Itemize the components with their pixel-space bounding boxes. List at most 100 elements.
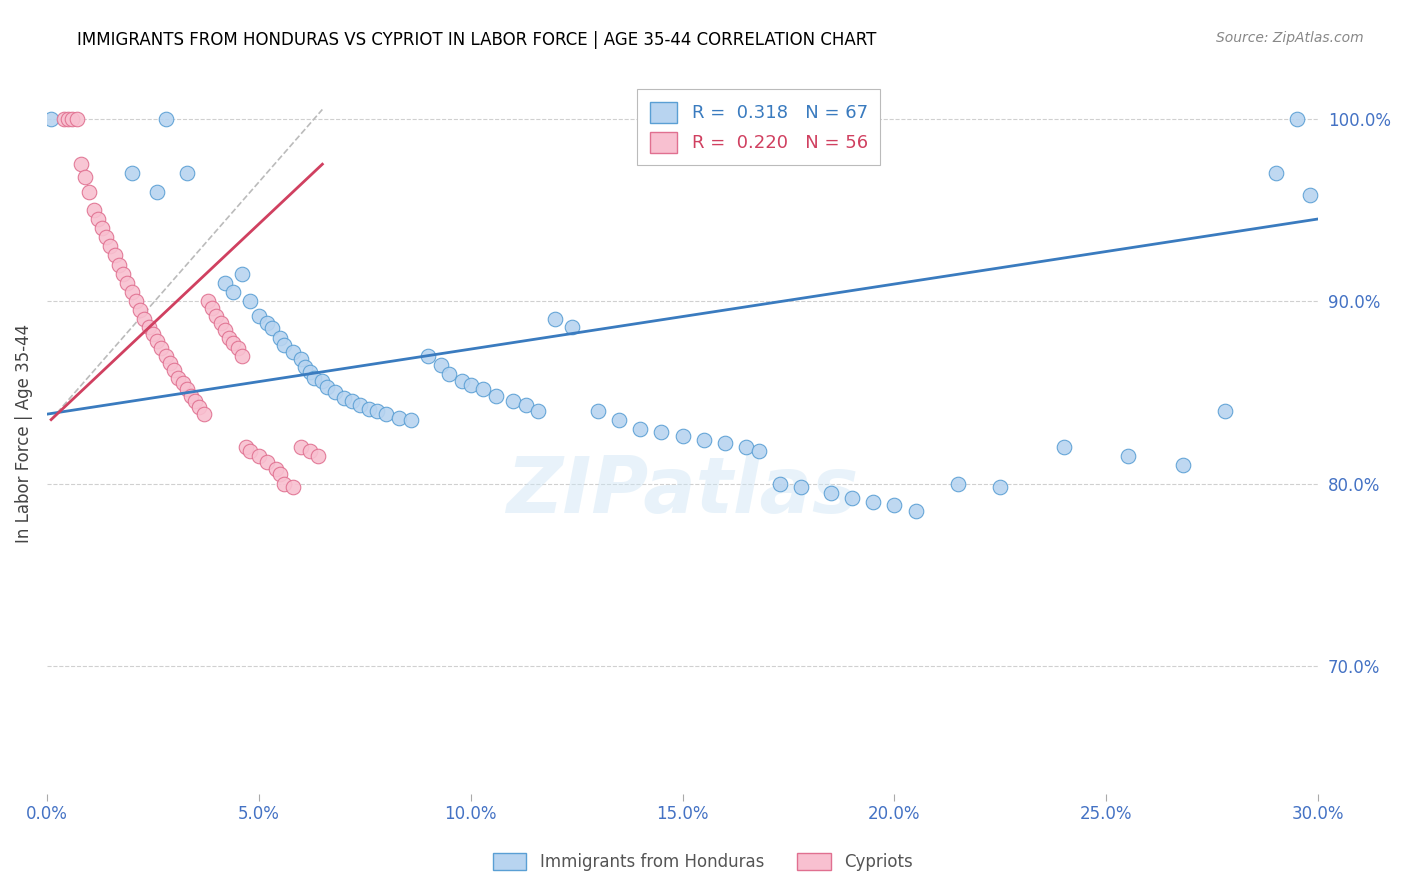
Point: [239, 293, 262, 308]
Point: [146, 334, 169, 348]
Point: [172, 376, 194, 391]
Text: Source: ZipAtlas.com: Source: ZipAtlas.com: [1216, 31, 1364, 45]
Point: [311, 374, 333, 388]
Point: [184, 394, 207, 409]
Point: [273, 476, 295, 491]
Point: [155, 112, 177, 126]
Point: [628, 422, 651, 436]
Point: [401, 412, 423, 426]
Point: [527, 403, 550, 417]
Point: [235, 440, 257, 454]
Point: [264, 462, 287, 476]
Point: [714, 436, 737, 450]
Point: [693, 433, 716, 447]
Point: [451, 374, 474, 388]
Point: [430, 358, 453, 372]
Point: [332, 391, 354, 405]
Point: [260, 321, 283, 335]
Point: [485, 389, 508, 403]
Point: [769, 476, 792, 491]
Point: [671, 429, 693, 443]
Point: [790, 480, 813, 494]
Legend: Immigrants from Honduras, Cypriots: Immigrants from Honduras, Cypriots: [485, 845, 921, 880]
Point: [472, 382, 495, 396]
Point: [150, 342, 173, 356]
Point: [281, 345, 304, 359]
Point: [231, 349, 253, 363]
Text: IMMIGRANTS FROM HONDURAS VS CYPRIOT IN LABOR FORCE | AGE 35-44 CORRELATION CHART: IMMIGRANTS FROM HONDURAS VS CYPRIOT IN L…: [77, 31, 877, 49]
Point: [256, 454, 278, 468]
Point: [205, 309, 228, 323]
Point: [374, 407, 396, 421]
Point: [1286, 112, 1309, 126]
Point: [247, 309, 270, 323]
Point: [1053, 440, 1076, 454]
Point: [904, 504, 927, 518]
Point: [388, 410, 411, 425]
Point: [323, 385, 346, 400]
Point: [155, 349, 177, 363]
Point: [544, 312, 567, 326]
Point: [586, 403, 609, 417]
Point: [201, 301, 224, 316]
Point: [56, 112, 79, 126]
Point: [96, 230, 118, 244]
Point: [883, 499, 905, 513]
Point: [39, 112, 62, 126]
Point: [357, 401, 380, 416]
Point: [460, 378, 482, 392]
Point: [104, 248, 127, 262]
Point: [650, 425, 672, 440]
Point: [60, 112, 83, 126]
Point: [188, 400, 211, 414]
Point: [108, 258, 131, 272]
Point: [315, 380, 337, 394]
Point: [340, 394, 363, 409]
Point: [349, 398, 371, 412]
Point: [841, 491, 863, 505]
Point: [247, 449, 270, 463]
Point: [226, 342, 249, 356]
Point: [302, 370, 325, 384]
Point: [269, 330, 291, 344]
Point: [290, 440, 312, 454]
Point: [167, 370, 190, 384]
Point: [1171, 458, 1194, 473]
Point: [735, 440, 758, 454]
Point: [418, 349, 440, 363]
Point: [515, 398, 537, 412]
Point: [83, 202, 105, 217]
Point: [117, 276, 139, 290]
Point: [193, 407, 215, 421]
Point: [77, 185, 100, 199]
Point: [222, 336, 245, 351]
Point: [561, 319, 583, 334]
Text: ZIPatlas: ZIPatlas: [506, 453, 859, 529]
Point: [142, 326, 165, 341]
Point: [502, 394, 524, 409]
Point: [159, 356, 181, 370]
Legend: R =  0.318   N = 67, R =  0.220   N = 56: R = 0.318 N = 67, R = 0.220 N = 56: [637, 89, 880, 165]
Point: [1299, 188, 1322, 202]
Point: [290, 352, 312, 367]
Point: [112, 267, 135, 281]
Point: [820, 485, 842, 500]
Point: [163, 363, 186, 377]
Point: [1213, 403, 1236, 417]
Point: [222, 285, 245, 299]
Point: [65, 112, 87, 126]
Point: [125, 293, 148, 308]
Point: [176, 166, 198, 180]
Y-axis label: In Labor Force | Age 35-44: In Labor Force | Age 35-44: [15, 324, 32, 543]
Point: [73, 169, 96, 184]
Point: [748, 443, 770, 458]
Point: [91, 221, 114, 235]
Point: [197, 293, 219, 308]
Point: [231, 267, 253, 281]
Point: [134, 312, 156, 326]
Point: [1116, 449, 1139, 463]
Point: [209, 316, 232, 330]
Point: [100, 239, 122, 253]
Point: [52, 112, 75, 126]
Point: [990, 480, 1012, 494]
